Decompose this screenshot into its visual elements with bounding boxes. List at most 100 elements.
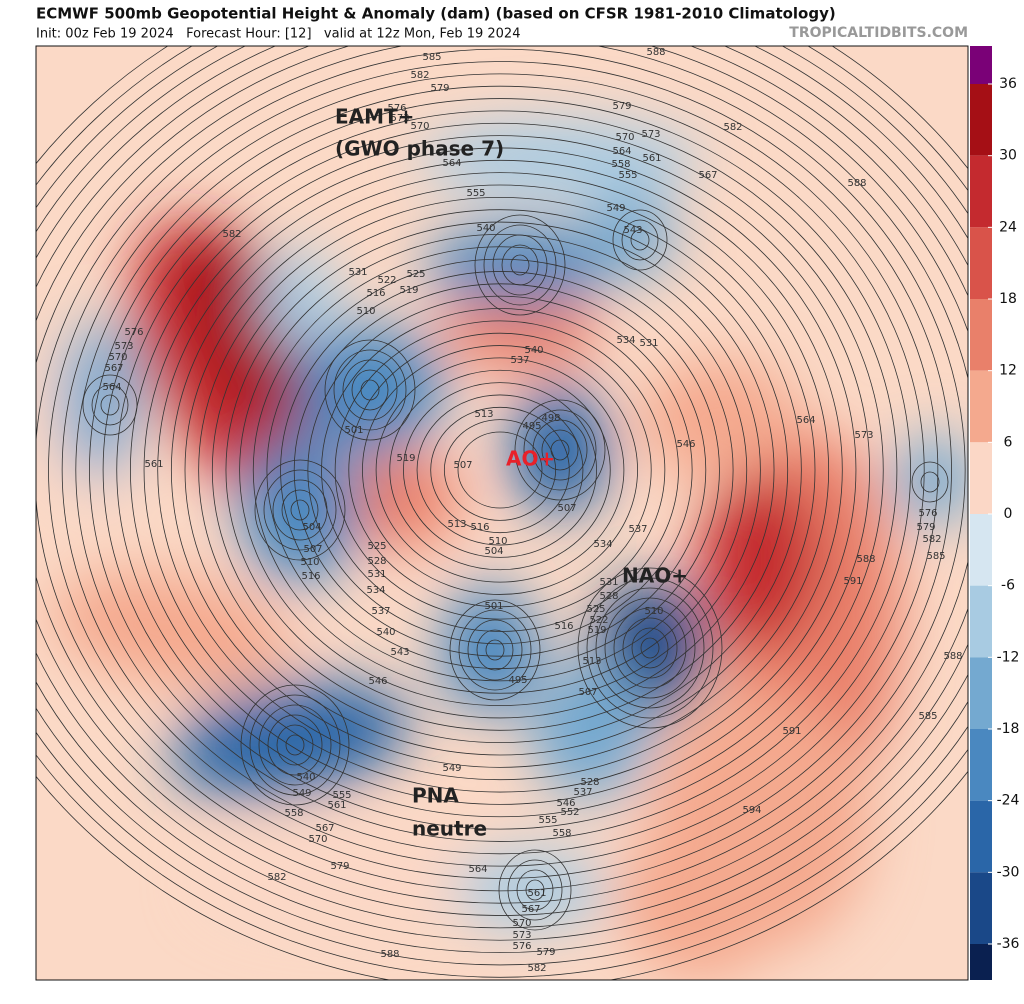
contour — [61, 73, 939, 867]
colorbar-band — [970, 729, 992, 801]
contour — [510, 254, 530, 276]
contour-label: 570 — [410, 121, 429, 132]
contour-label: 588 — [943, 651, 962, 662]
contour — [622, 617, 678, 679]
contour — [483, 224, 557, 306]
contour-label: 573 — [641, 129, 660, 140]
contour — [630, 229, 650, 251]
contour — [541, 429, 579, 471]
title: ECMWF 500mb Geopotential Height & Anomal… — [36, 5, 836, 23]
contour — [272, 479, 328, 541]
contour-label: 576 — [918, 508, 937, 519]
colorbar-tick-label: -30 — [997, 864, 1020, 880]
contour-label: 513 — [447, 519, 466, 530]
contour — [577, 567, 723, 729]
contour-label: 549 — [292, 788, 311, 799]
contour — [443, 419, 557, 521]
contour — [514, 399, 606, 501]
contour — [375, 357, 625, 583]
contour-label: 528 — [580, 777, 599, 788]
contour-label: 546 — [676, 439, 695, 450]
subtitle: Init: 00z Feb 19 2024 Forecast Hour: [12… — [36, 27, 520, 42]
contour-label: 555 — [332, 790, 351, 801]
contour — [36, 46, 968, 966]
contour-label: 561 — [642, 153, 661, 164]
contour-label: 531 — [348, 267, 367, 278]
contour-label: 516 — [470, 522, 489, 533]
colorbar-band — [970, 299, 992, 371]
contour-label: 555 — [618, 170, 637, 181]
contour-label: 564 — [102, 382, 121, 393]
contour-label: 564 — [796, 415, 815, 426]
colorbar-band — [970, 514, 992, 586]
contour-label: 498 — [541, 413, 560, 424]
contour-label: 531 — [367, 569, 386, 580]
colorbar-under — [970, 944, 992, 980]
contour — [416, 394, 584, 546]
contour — [263, 469, 337, 551]
anomaly-area — [585, 190, 675, 280]
contour-label: 519 — [396, 453, 415, 464]
contour — [485, 639, 505, 661]
contour-label: 531 — [599, 577, 618, 588]
contour-label: 543 — [390, 647, 409, 658]
contour-label: 528 — [599, 591, 618, 602]
contour — [402, 382, 597, 558]
contour — [498, 849, 572, 931]
contour-label: 546 — [556, 798, 575, 809]
contour-label: 537 — [371, 606, 390, 617]
contour-label: 573 — [854, 430, 873, 441]
contour — [157, 159, 843, 781]
contour — [170, 172, 830, 768]
contour — [36, 46, 968, 929]
contour-label: 582 — [527, 963, 546, 974]
contour — [48, 61, 952, 879]
colorbar: 36 30 24 18 12 6 0 -6 -12 -18 -24 -30 -36 — [970, 46, 1020, 980]
contour — [920, 471, 940, 493]
contour-label: 537 — [573, 787, 592, 798]
contour — [613, 607, 687, 689]
contour — [586, 577, 714, 719]
colorbar-tick-label: 18 — [999, 291, 1017, 307]
contour-label: 546 — [368, 676, 387, 687]
colorbar-band — [970, 227, 992, 299]
colorbar-tick-label: -24 — [997, 793, 1020, 809]
anomaly-area — [510, 385, 610, 515]
contour — [595, 587, 705, 709]
contour-label: 516 — [554, 621, 573, 632]
contour-label: 540 — [524, 345, 543, 356]
contour — [91, 384, 129, 426]
contour-label: 567 — [104, 363, 123, 374]
contour — [36, 48, 966, 892]
contour-label: 558 — [284, 808, 303, 819]
contour-label: 525 — [406, 269, 425, 280]
contour — [100, 394, 120, 416]
contour-label: 576 — [512, 941, 531, 952]
contour — [290, 499, 310, 521]
contour — [458, 609, 532, 691]
contour — [631, 627, 669, 669]
contour-label: 561 — [144, 459, 163, 470]
colorbar-tick-label: 24 — [999, 219, 1017, 235]
anomaly-area — [425, 225, 615, 305]
anomaly-area — [340, 450, 460, 550]
contour-label: 585 — [918, 711, 937, 722]
contour — [266, 258, 734, 682]
contour-label: 537 — [510, 355, 529, 366]
contour-label: 570 — [512, 918, 531, 929]
contour-label: 504 — [484, 546, 503, 557]
contour — [249, 694, 341, 796]
contour — [211, 209, 789, 731]
contour-label: 519 — [399, 285, 418, 296]
contour-label: 570 — [615, 132, 634, 143]
contour — [501, 244, 539, 286]
colorbar-band — [970, 370, 992, 443]
contour — [225, 221, 775, 719]
contour — [280, 271, 720, 669]
contour-label: 576 — [387, 103, 406, 114]
contour — [360, 379, 380, 401]
contour-label: 582 — [267, 872, 286, 883]
annotation: PNA — [412, 784, 459, 808]
contour-label: 567 — [521, 904, 540, 915]
contour — [525, 879, 545, 901]
